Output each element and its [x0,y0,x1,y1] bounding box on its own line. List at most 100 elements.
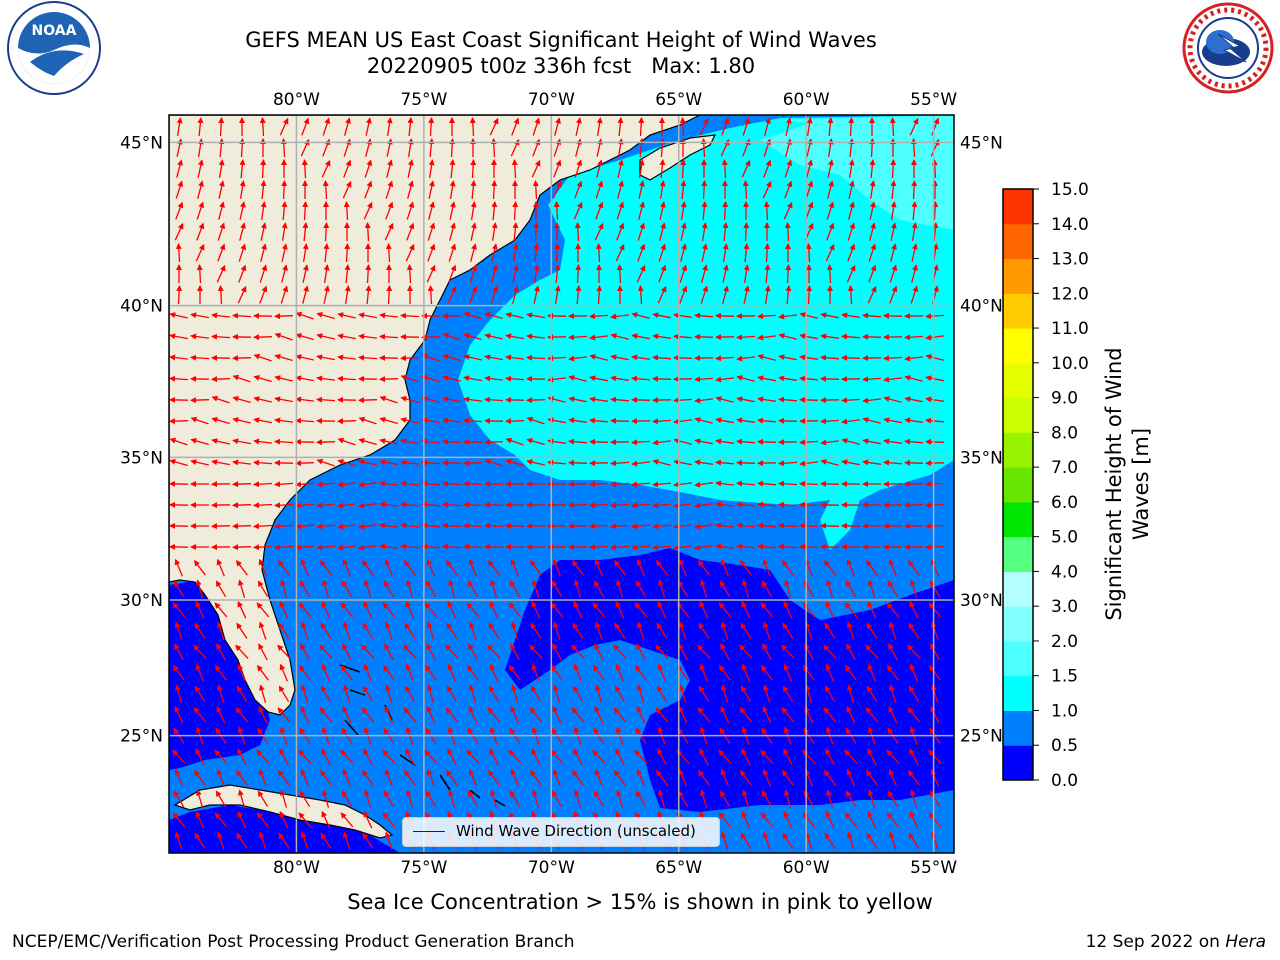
wind-wave-arrow [701,180,708,200]
wind-wave-arrow [365,117,372,136]
wind-wave-arrow [763,159,772,178]
wind-wave-arrow [799,439,819,446]
wind-wave-arrow [862,333,882,340]
wind-wave-arrow [887,580,899,598]
wind-wave-arrow [783,663,793,682]
wind-wave-arrow [907,769,920,786]
wind-wave-arrow [694,502,713,509]
wind-wave-arrow [253,459,273,466]
wind-wave-arrow [757,354,776,361]
colorbar-tick-label: 7.0 [1051,458,1078,478]
wind-wave-arrow [400,417,419,424]
wind-wave-arrow [232,374,251,383]
wind-wave-arrow [867,285,877,304]
lon-tick-label: 65°W [655,90,702,110]
wind-wave-arrow [320,622,332,639]
wind-wave-arrow [655,559,668,576]
wind-wave-arrow [778,417,798,424]
wind-wave-arrow [343,159,352,178]
wind-wave-arrow [302,222,309,242]
wind-wave-arrow [697,769,710,786]
wind-wave-arrow [883,459,903,466]
wind-wave-arrow [190,437,209,446]
wind-wave-arrow [190,459,209,466]
wind-wave-arrow [715,376,734,383]
wind-wave-arrow [358,416,377,425]
wind-wave-arrow [274,396,294,403]
wind-wave-arrow [848,117,855,137]
wind-wave-arrow [278,622,290,639]
title-line-2: 20220905 t00z 336h fcst Max: 1.80 [366,54,756,78]
wind-wave-arrow [736,334,756,341]
wind-wave-arrow [925,523,945,530]
wind-wave-arrow [904,396,923,403]
wind-wave-arrow [407,117,414,137]
wind-wave-arrow [652,375,672,382]
wind-wave-arrow [484,354,504,361]
wind-wave-arrow [425,790,437,808]
wind-wave-arrow [678,684,687,703]
lat-tick-label: 45°N [120,133,163,153]
wind-wave-arrow [799,522,819,529]
wind-wave-arrow [911,243,918,262]
wind-wave-arrow [574,222,581,242]
wind-wave-arrow [197,117,204,137]
wind-wave-arrow [594,558,604,577]
wind-wave-arrow [442,522,462,529]
colorbar-tick-label: 8.0 [1051,423,1078,443]
wind-wave-arrow [846,705,856,724]
wind-wave-arrow [386,159,393,178]
wind-wave-arrow [909,600,919,619]
wind-wave-arrow [699,600,709,619]
wind-wave-arrow [421,374,440,383]
wind-wave-arrow [889,117,896,137]
colorbar-tick-label: 10.0 [1051,354,1089,374]
wind-wave-arrow [194,685,206,703]
wind-wave-arrow [237,789,246,808]
wind-wave-arrow [384,621,393,640]
wind-wave-arrow [889,264,898,283]
wind-wave-arrow [383,664,395,681]
wind-wave-arrow [568,523,588,530]
wind-wave-arrow [319,644,333,660]
wind-wave-arrow [382,749,396,765]
wind-wave-arrow [673,481,692,488]
wind-wave-arrow [631,312,650,319]
wind-wave-arrow [889,285,898,304]
wind-wave-arrow [888,643,898,661]
wind-wave-arrow [316,458,335,467]
wind-wave-arrow [575,117,582,136]
wind-wave-arrow [259,285,268,304]
wind-wave-arrow [530,685,542,703]
wind-wave-arrow [508,749,522,765]
wind-wave-arrow [722,201,729,221]
wind-wave-arrow [342,684,351,703]
noaa-logo-text: NOAA [32,23,77,39]
wind-wave-arrow [883,355,903,362]
wind-wave-arrow [657,579,666,598]
wind-wave-arrow [820,354,840,361]
wind-wave-arrow [400,374,419,383]
wind-wave-arrow [239,222,246,241]
wind-wave-arrow [236,769,248,786]
wind-wave-arrow [825,748,835,766]
wind-wave-arrow [489,579,498,598]
colorbar-segment [1003,571,1033,607]
noaa-logo: NOAA [7,1,101,95]
wind-wave-arrow [764,117,771,136]
wind-wave-arrow [778,501,798,508]
wind-wave-arrow [337,437,356,446]
wind-wave-arrow [575,264,582,284]
colorbar-segment [1003,293,1033,329]
wind-wave-arrow [216,705,226,724]
wind-wave-arrow [295,523,315,530]
wind-wave-arrow [533,222,540,242]
wind-wave-arrow [568,334,588,341]
wind-wave-arrow [363,600,373,619]
wind-wave-arrow [636,264,646,283]
wind-wave-arrow [656,685,668,703]
wind-wave-arrow [742,180,749,200]
wind-wave-arrow [232,523,252,530]
lon-tick-label: 80°W [273,90,320,110]
wind-wave-arrow [568,544,588,551]
